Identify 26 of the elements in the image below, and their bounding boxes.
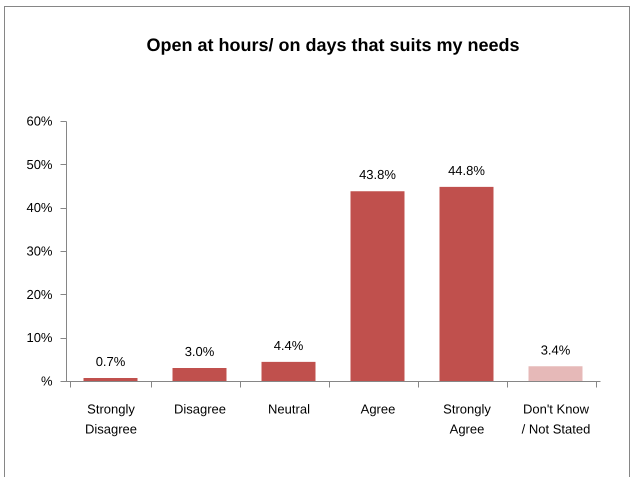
y-tick-label: 20% [26, 286, 53, 302]
data-label: 44.8% [448, 162, 486, 178]
data-label: 43.8% [359, 167, 396, 182]
y-tick-label: % [40, 374, 53, 388]
data-label: 4.4% [274, 338, 304, 353]
bar [528, 366, 582, 381]
bar [440, 186, 494, 381]
data-label: 0.7% [96, 354, 126, 369]
bar [350, 191, 404, 381]
data-label: 3.4% [540, 342, 571, 358]
y-tick-label: 30% [26, 244, 53, 258]
y-tick-label: 60% [26, 114, 53, 128]
x-tick-label: Strongly Disagree [84, 402, 138, 436]
x-tick-label: Don't Know / Not Stated [522, 402, 590, 436]
bar [84, 378, 138, 381]
data-label: 3.0% [184, 344, 215, 359]
x-tick-label: Disagree [174, 402, 226, 416]
bar [172, 368, 226, 381]
x-tick-label: Agree [360, 402, 396, 416]
y-tick-label: 10% [26, 330, 53, 346]
y-tick-label: 40% [26, 200, 53, 216]
bar [262, 362, 316, 381]
x-tick-label: Neutral [268, 402, 310, 416]
y-tick-label: 50% [26, 156, 53, 172]
x-tick-label: Strongly Agree [443, 402, 492, 436]
chart-title: Open at hours/ on days that suits my needs [146, 35, 520, 55]
